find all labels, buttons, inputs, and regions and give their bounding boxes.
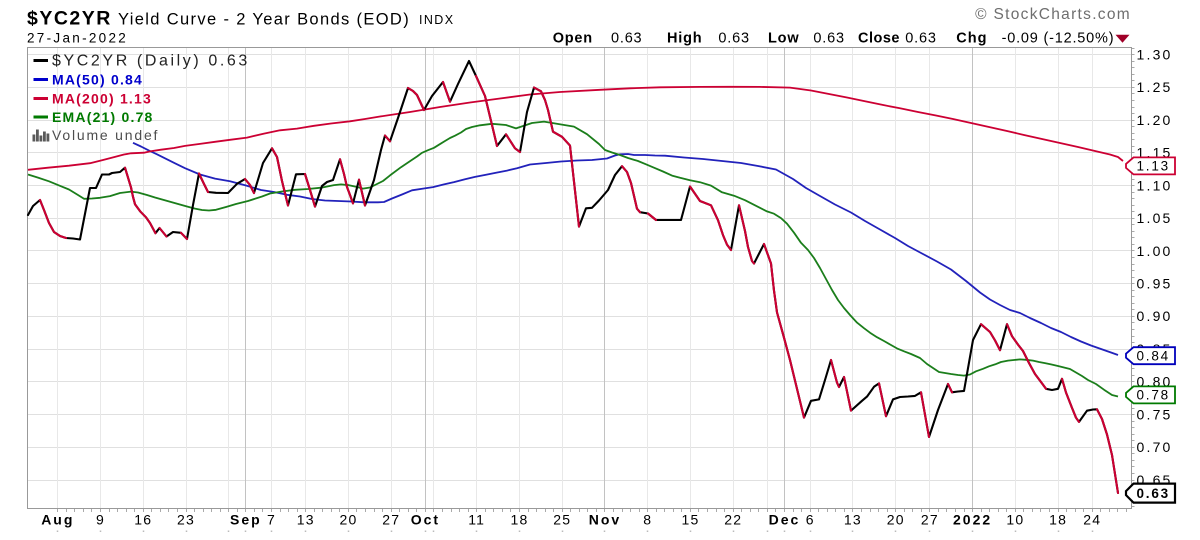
svg-text:25: 25 xyxy=(553,512,571,528)
svg-text:1.30: 1.30 xyxy=(1137,47,1173,63)
svg-text:0.63: 0.63 xyxy=(813,31,844,47)
svg-text:20: 20 xyxy=(887,512,905,528)
svg-text:1.00: 1.00 xyxy=(1137,243,1173,259)
svg-text:Yield Curve - 2 Year Bonds (EO: Yield Curve - 2 Year Bonds (EOD) xyxy=(118,11,410,29)
svg-text:© StockCharts.com: © StockCharts.com xyxy=(975,6,1131,23)
svg-text:0.63: 0.63 xyxy=(611,31,642,47)
svg-text:0.90: 0.90 xyxy=(1137,308,1173,324)
svg-text:0.63: 0.63 xyxy=(905,31,936,47)
svg-text:Close: Close xyxy=(858,31,900,47)
svg-text:1.20: 1.20 xyxy=(1137,112,1173,128)
svg-text:7: 7 xyxy=(267,512,276,528)
svg-text:18: 18 xyxy=(1049,512,1067,528)
svg-text:Nov: Nov xyxy=(589,512,621,528)
svg-text:27: 27 xyxy=(382,512,400,528)
svg-text:EMA(21) 0.78: EMA(21) 0.78 xyxy=(52,109,154,125)
svg-text:22: 22 xyxy=(724,512,742,528)
svg-text:1.13: 1.13 xyxy=(1137,159,1170,174)
svg-text:1.25: 1.25 xyxy=(1137,79,1173,95)
svg-text:2022: 2022 xyxy=(953,512,992,528)
svg-text:Open: Open xyxy=(553,31,593,47)
svg-text:24: 24 xyxy=(1083,512,1101,528)
svg-text:MA(200) 1.13: MA(200) 1.13 xyxy=(52,90,152,106)
svg-text:0.84: 0.84 xyxy=(1137,349,1170,364)
svg-text:0.78: 0.78 xyxy=(1137,388,1170,403)
svg-text:Oct: Oct xyxy=(411,512,440,528)
svg-text:11: 11 xyxy=(468,512,485,528)
svg-text:Volume undef: Volume undef xyxy=(52,127,159,143)
svg-text:27-Jan-2022: 27-Jan-2022 xyxy=(27,31,128,46)
svg-text:Chg: Chg xyxy=(956,31,987,47)
svg-text:0.75: 0.75 xyxy=(1137,406,1173,422)
svg-text:8: 8 xyxy=(643,512,652,528)
svg-text:20: 20 xyxy=(340,512,358,528)
svg-text:16: 16 xyxy=(134,512,152,528)
svg-text:$YC2YR: $YC2YR xyxy=(27,8,112,30)
svg-text:13: 13 xyxy=(297,512,315,528)
svg-text:6: 6 xyxy=(806,512,815,528)
svg-text:18: 18 xyxy=(511,512,529,528)
svg-text:Low: Low xyxy=(768,31,799,47)
svg-text:MA(50) 0.84: MA(50) 0.84 xyxy=(52,71,143,87)
svg-text:1.10: 1.10 xyxy=(1137,177,1173,193)
svg-text:0.63: 0.63 xyxy=(718,31,749,47)
svg-text:INDX: INDX xyxy=(419,13,454,27)
svg-text:23: 23 xyxy=(177,512,195,528)
svg-text:27: 27 xyxy=(921,512,939,528)
svg-text:0.70: 0.70 xyxy=(1137,439,1173,455)
svg-text:Sep: Sep xyxy=(230,512,262,528)
svg-text:9: 9 xyxy=(96,512,105,528)
svg-text:1.05: 1.05 xyxy=(1137,210,1173,226)
svg-text:15: 15 xyxy=(682,512,700,528)
svg-text:0.63: 0.63 xyxy=(1137,486,1170,501)
svg-text:0.95: 0.95 xyxy=(1137,276,1173,292)
svg-text:Aug: Aug xyxy=(41,512,74,528)
svg-text:10: 10 xyxy=(1006,512,1024,528)
svg-text:Dec: Dec xyxy=(769,512,801,528)
svg-text:High: High xyxy=(667,31,702,47)
svg-text:13: 13 xyxy=(844,512,862,528)
svg-text:-0.09 (-12.50%): -0.09 (-12.50%) xyxy=(1002,31,1115,47)
svg-text:$YC2YR (Daily) 0.63: $YC2YR (Daily) 0.63 xyxy=(52,52,250,69)
